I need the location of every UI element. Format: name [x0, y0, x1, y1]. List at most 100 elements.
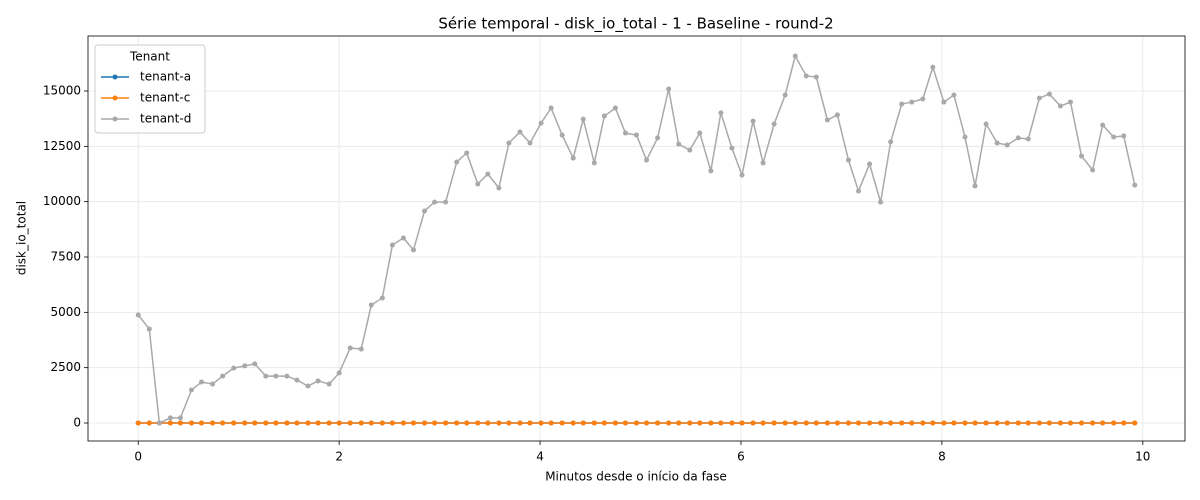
point: [1015, 420, 1021, 426]
point: [729, 420, 735, 426]
point: [739, 172, 745, 178]
point: [888, 420, 894, 426]
point: [432, 199, 438, 205]
point: [782, 92, 788, 98]
point: [601, 420, 607, 426]
point: [591, 420, 597, 426]
point: [920, 96, 926, 102]
point: [432, 420, 438, 426]
point: [400, 235, 406, 241]
point: [813, 420, 819, 426]
legend-label: tenant-d: [140, 112, 191, 126]
point: [878, 199, 884, 205]
point: [231, 365, 237, 371]
point: [1057, 420, 1063, 426]
point: [750, 118, 756, 124]
point: [708, 168, 714, 174]
point: [771, 420, 777, 426]
point: [697, 420, 703, 426]
y-tick-label: 5000: [50, 305, 81, 319]
point: [739, 420, 745, 426]
point: [242, 420, 248, 426]
point: [856, 188, 862, 194]
point: [1121, 420, 1127, 426]
point: [1111, 134, 1117, 140]
point: [644, 420, 650, 426]
point: [379, 295, 385, 301]
point: [909, 420, 915, 426]
point: [1121, 133, 1127, 139]
point: [210, 381, 216, 387]
point: [824, 420, 830, 426]
point: [252, 361, 258, 367]
point: [263, 420, 269, 426]
point: [464, 150, 470, 156]
point: [336, 420, 342, 426]
point: [1015, 135, 1021, 141]
point: [1025, 136, 1031, 142]
point: [368, 302, 374, 308]
point: [687, 147, 693, 153]
point: [1100, 122, 1106, 128]
x-axis-label: Minutos desde o início da fase: [545, 470, 727, 484]
point: [1025, 420, 1031, 426]
point: [1067, 420, 1073, 426]
point: [485, 171, 491, 177]
point: [792, 420, 798, 426]
point: [834, 420, 840, 426]
point: [580, 116, 586, 122]
point: [188, 387, 194, 393]
point: [506, 140, 512, 146]
point: [591, 160, 597, 166]
point: [718, 110, 724, 116]
point: [941, 99, 947, 105]
point: [655, 420, 661, 426]
point: [464, 420, 470, 426]
point: [1132, 420, 1138, 426]
point: [899, 101, 905, 107]
point: [358, 346, 364, 352]
point: [252, 420, 258, 426]
legend-marker: [112, 116, 118, 122]
point: [336, 370, 342, 376]
point: [210, 420, 216, 426]
point: [326, 381, 332, 387]
point: [538, 120, 544, 126]
y-tick-label: 0: [73, 416, 81, 430]
point: [1004, 420, 1010, 426]
point: [634, 132, 639, 138]
point: [655, 135, 661, 141]
point: [813, 74, 819, 80]
point: [622, 130, 628, 136]
point: [347, 345, 353, 351]
point: [559, 132, 565, 138]
point: [750, 420, 756, 426]
point: [867, 161, 873, 167]
point: [422, 420, 428, 426]
point: [315, 378, 321, 384]
point: [305, 383, 311, 389]
point: [570, 420, 576, 426]
point: [994, 420, 1000, 426]
point: [666, 86, 672, 92]
point: [485, 420, 491, 426]
point: [972, 420, 978, 426]
point: [135, 420, 141, 426]
point: [951, 92, 957, 98]
point: [920, 420, 926, 426]
point: [454, 420, 460, 426]
point: [358, 420, 364, 426]
point: [1046, 91, 1052, 97]
point: [760, 420, 766, 426]
point: [1111, 420, 1117, 426]
point: [676, 420, 682, 426]
point: [666, 420, 672, 426]
y-tick-label: 10000: [43, 194, 81, 208]
point: [220, 373, 226, 379]
y-tick-label: 7500: [50, 250, 81, 264]
point: [612, 420, 618, 426]
point: [315, 420, 321, 426]
point: [994, 140, 1000, 146]
point: [422, 208, 428, 214]
